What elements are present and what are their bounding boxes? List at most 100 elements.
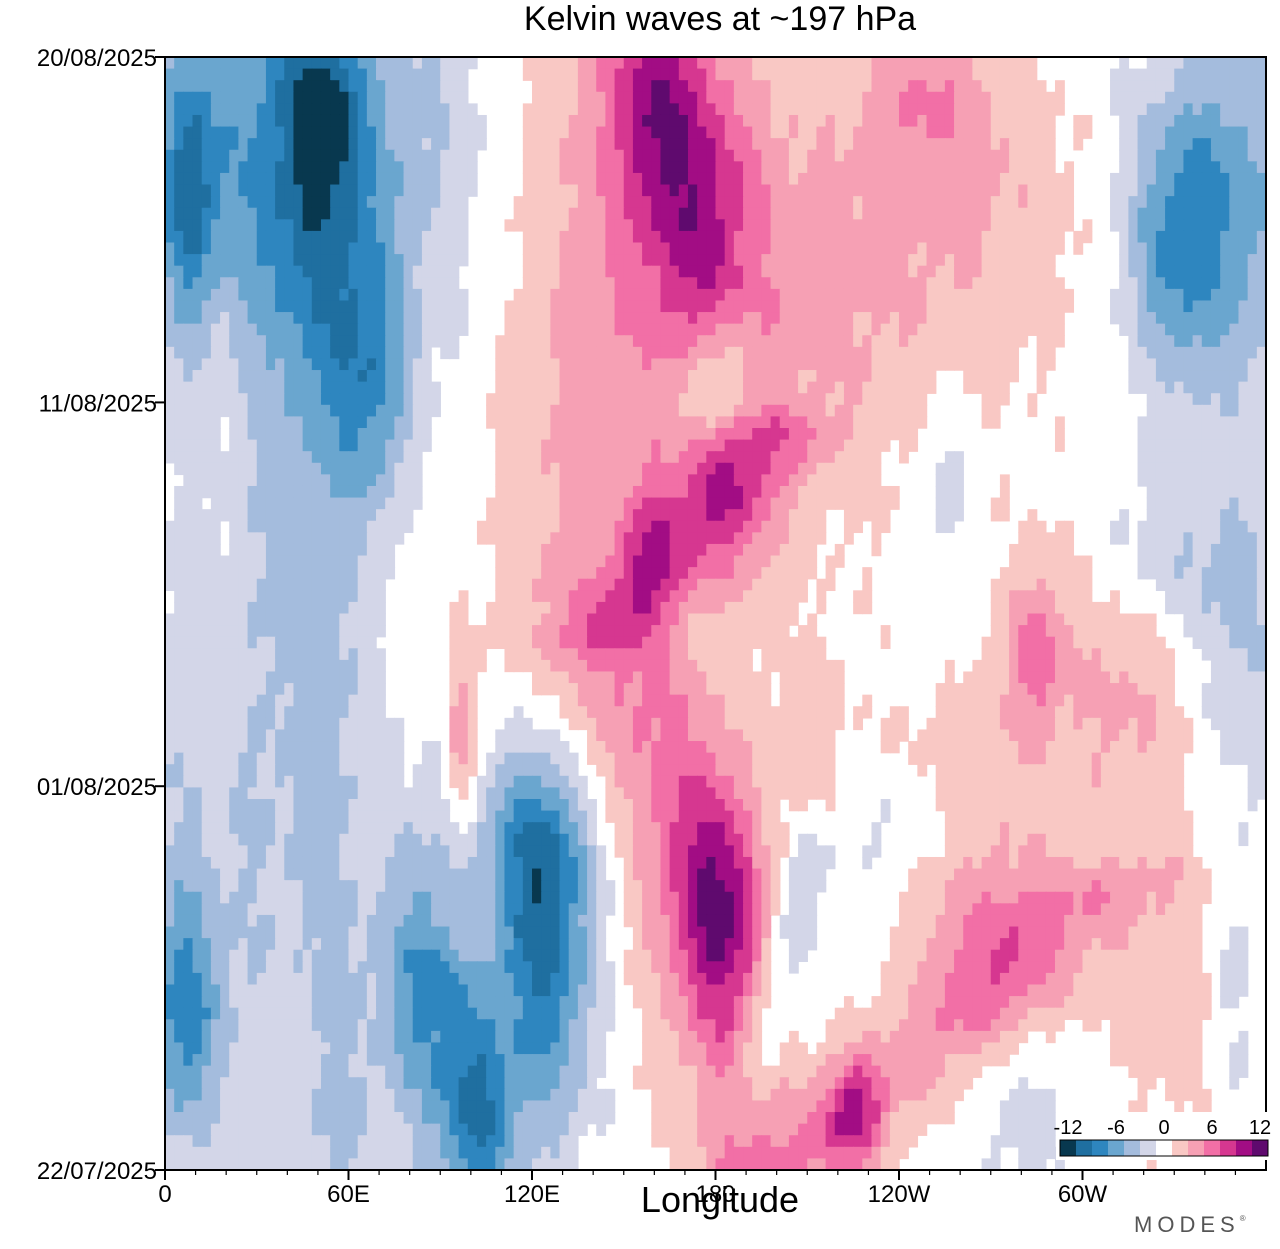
field-cell (421, 254, 432, 267)
field-cell (522, 103, 533, 116)
field-cell (889, 393, 900, 406)
field-cell (265, 312, 276, 325)
field-cell (743, 172, 753, 186)
field-cell (954, 265, 964, 278)
field-cell (807, 474, 818, 487)
field-cell (293, 277, 304, 290)
field-cell (541, 277, 552, 290)
field-cell (476, 625, 487, 638)
field-cell (366, 358, 377, 371)
field-cell (385, 370, 396, 383)
field-cell (1174, 312, 1185, 325)
field-cell (1183, 335, 1194, 348)
field-cell (1155, 219, 1166, 232)
field-cell (265, 474, 276, 487)
field-cell (770, 346, 781, 360)
field-cell (1128, 126, 1139, 139)
field-cell (587, 196, 597, 209)
field-cell (788, 381, 799, 394)
field-cell (293, 242, 304, 255)
field-cell (623, 288, 634, 302)
field-cell (1192, 439, 1203, 452)
field-cell (1247, 590, 1258, 603)
field-cell (1192, 590, 1203, 603)
field-cell (1174, 578, 1185, 592)
field-cell (715, 184, 726, 197)
field-cell (559, 601, 570, 615)
field-cell (348, 509, 359, 522)
field-cell (963, 57, 974, 70)
field-cell (385, 172, 396, 186)
field-cell (862, 68, 873, 81)
field-cell (1082, 578, 1093, 592)
field-cell (467, 184, 478, 197)
field-cell (733, 288, 744, 302)
field-cell (320, 370, 331, 383)
field-cell (697, 265, 708, 278)
field-cell (798, 138, 808, 151)
field-cell (834, 370, 845, 383)
field-cell (651, 219, 662, 232)
field-cell (807, 323, 818, 336)
field-cell (1247, 485, 1258, 499)
field-cell (770, 277, 781, 290)
field-cell (596, 567, 607, 580)
field-cell (192, 80, 203, 93)
field-cell (825, 462, 836, 476)
field-cell (1220, 625, 1231, 638)
field-cell (284, 196, 295, 209)
field-cell (917, 254, 928, 267)
field-cell (532, 242, 542, 255)
field-cell (632, 601, 643, 615)
field-cell (1220, 242, 1231, 255)
field-cell (724, 80, 735, 93)
field-cell (889, 312, 900, 325)
field-cell (669, 219, 680, 232)
field-cell (715, 555, 726, 568)
field-cell (504, 509, 515, 522)
field-cell (880, 428, 891, 441)
field-cell (651, 161, 662, 174)
field-cell (1027, 404, 1038, 418)
field-cell (174, 613, 185, 626)
field-cell (1018, 625, 1029, 638)
field-cell (990, 114, 1001, 128)
field-cell (513, 625, 524, 638)
field-cell (651, 451, 662, 464)
field-cell (293, 288, 304, 302)
field-cell (339, 219, 350, 232)
field-cell (798, 300, 808, 313)
field-cell (825, 57, 836, 70)
field-cell (513, 323, 524, 336)
field-cell (385, 242, 396, 255)
field-cell (559, 80, 570, 93)
field-cell (1256, 265, 1266, 278)
field-cell (605, 625, 616, 638)
field-cell (238, 149, 249, 163)
field-cell (541, 196, 552, 209)
field-cell (834, 404, 845, 418)
field-cell (697, 485, 708, 499)
field-cell (660, 404, 671, 418)
field-cell (265, 532, 276, 545)
field-cell (339, 532, 350, 545)
field-cell (201, 254, 212, 267)
field-cell (1174, 161, 1185, 174)
field-cell (577, 126, 588, 139)
field-cell (1210, 323, 1221, 336)
field-cell (678, 590, 689, 603)
field-cell (798, 149, 808, 163)
field-cell (238, 346, 249, 360)
field-cell (559, 126, 570, 139)
field-cell (678, 370, 689, 383)
field-cell (715, 474, 726, 487)
field-cell (678, 358, 689, 371)
field-cell (238, 555, 249, 568)
field-cell (1155, 80, 1166, 93)
field-cell (1137, 184, 1148, 197)
field-cell (678, 68, 689, 81)
field-cell (1054, 300, 1065, 313)
field-cell (1220, 601, 1231, 615)
field-cell (587, 613, 597, 626)
field-cell (880, 172, 891, 186)
